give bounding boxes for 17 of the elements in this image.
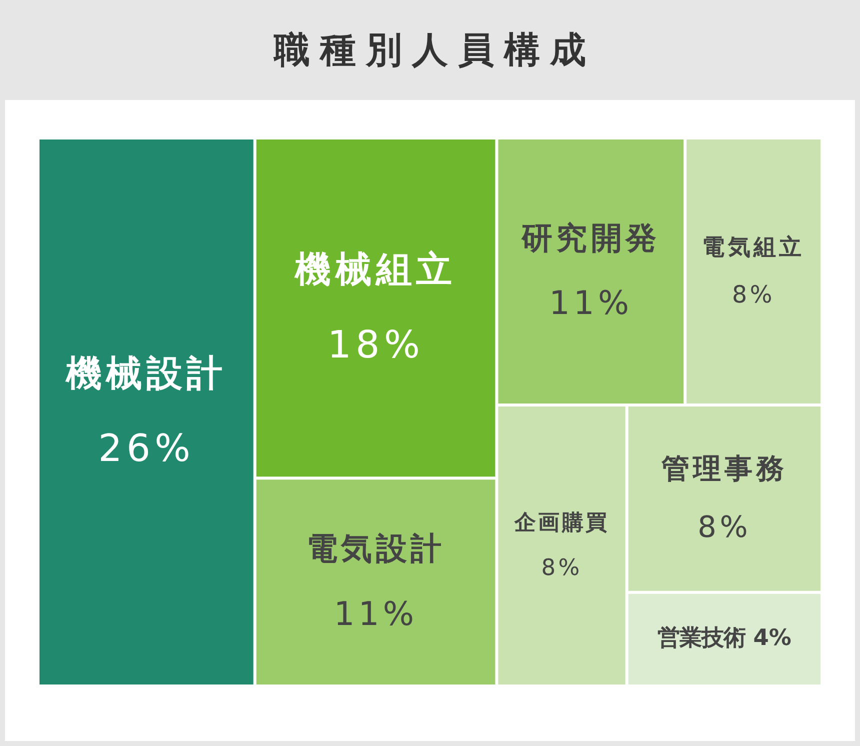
category-label: 営業技術 [657,625,746,651]
text: 職種別人員構成 [272,28,596,72]
data-label: 8% [541,554,582,581]
data-label: 26% [98,426,195,470]
category-label: 電気設計 [306,530,446,567]
data-label: 18% [327,322,424,366]
data-label: 4% [753,625,792,651]
data-label: 11% [334,594,418,633]
category-label: 企画購買 [514,510,609,536]
category-label: 機械設計 [64,354,228,395]
category-label: 研究開発 [520,220,660,256]
data-label: 8% [732,280,776,308]
category-label: 管理事務 [660,452,788,485]
category-label: 電気組立 [702,234,805,261]
data-label: 11% [549,284,633,322]
data-label: 8% [698,510,752,544]
category-label: 機械組立 [294,249,456,290]
